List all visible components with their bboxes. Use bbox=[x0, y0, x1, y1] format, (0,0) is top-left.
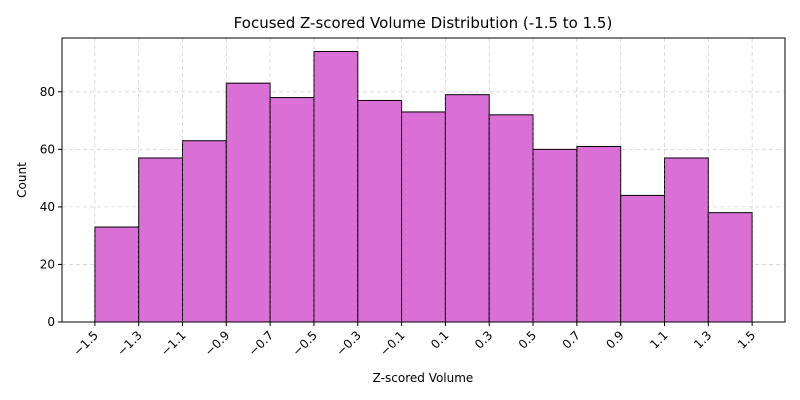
x-tick-label: −1.1 bbox=[158, 328, 189, 359]
histogram-bar bbox=[444, 94, 490, 323]
x-tick-label: −0.5 bbox=[290, 328, 321, 359]
histogram-bar bbox=[620, 194, 666, 323]
x-tick-label: −1.3 bbox=[114, 328, 145, 359]
x-tick-label: −0.3 bbox=[333, 328, 364, 359]
histogram-bar bbox=[138, 157, 184, 323]
bar-layer bbox=[94, 51, 753, 323]
histogram-bar bbox=[182, 140, 227, 323]
histogram-bar bbox=[269, 97, 315, 323]
y-axis-ticks: 0 20 40 60 80 bbox=[40, 85, 62, 329]
x-tick-label: 0.7 bbox=[560, 328, 583, 351]
y-tick-label: 40 bbox=[40, 200, 55, 214]
x-tick-label: 0.9 bbox=[603, 328, 626, 351]
x-tick-label: 1.3 bbox=[691, 328, 714, 351]
histogram-bar bbox=[532, 148, 578, 323]
histogram-bar bbox=[225, 82, 271, 323]
x-tick-label: 1.5 bbox=[735, 328, 758, 351]
histogram-bar bbox=[488, 114, 534, 323]
x-tick-label: 0.3 bbox=[472, 328, 495, 351]
x-tick-label: 1.1 bbox=[647, 328, 670, 351]
x-tick-label: −1.5 bbox=[70, 328, 101, 359]
x-axis-title: Z-scored Volume bbox=[373, 371, 474, 385]
histogram-bar bbox=[357, 99, 403, 323]
x-tick-label: −0.7 bbox=[246, 328, 277, 359]
x-tick-label: −0.9 bbox=[202, 328, 233, 359]
histogram-bar bbox=[313, 51, 359, 323]
chart-title: Focused Z-scored Volume Distribution (-1… bbox=[234, 14, 613, 32]
y-tick-label: 20 bbox=[40, 257, 55, 271]
y-tick-label: 60 bbox=[40, 142, 55, 156]
histogram-bar bbox=[576, 145, 622, 323]
x-axis-ticks: −1.5 −1.3 −1.1 −0.9 −0.7 −0.5 −0.3 −0.1 0.1 0.3 0.… bbox=[70, 322, 758, 359]
x-tick-label: 0.5 bbox=[516, 328, 539, 351]
histogram-bar bbox=[401, 111, 446, 323]
y-axis-title: Count bbox=[15, 162, 29, 198]
x-tick-label: 0.1 bbox=[428, 328, 451, 351]
y-tick-label: 80 bbox=[40, 85, 55, 99]
histogram-bar bbox=[94, 226, 140, 323]
plot-frame bbox=[61, 37, 786, 323]
histogram-bar bbox=[664, 157, 709, 323]
y-tick-label: 0 bbox=[47, 315, 55, 329]
x-tick-label: −0.1 bbox=[377, 328, 408, 359]
histogram-bar bbox=[707, 212, 753, 323]
